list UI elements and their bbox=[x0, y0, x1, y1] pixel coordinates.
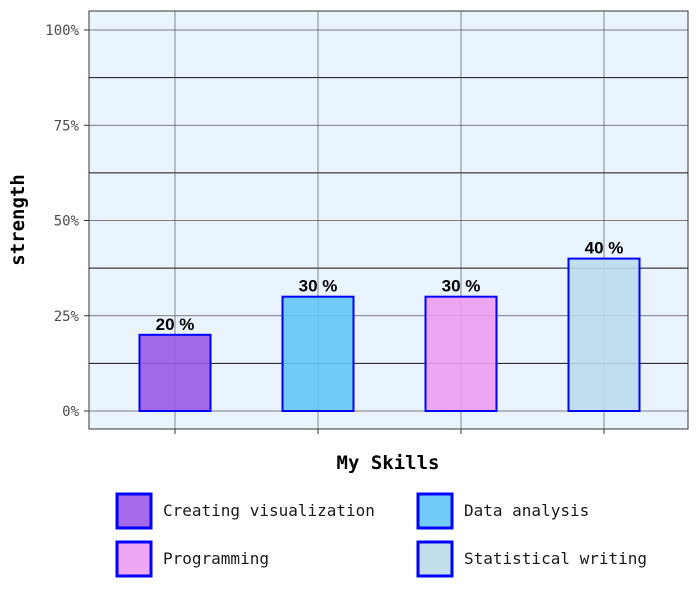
legend-key bbox=[416, 540, 454, 578]
y-tick-label: 75% bbox=[54, 118, 80, 134]
legend-key bbox=[115, 492, 153, 530]
y-tick-label: 0% bbox=[62, 404, 79, 420]
bar bbox=[281, 295, 355, 413]
x-axis-title: My Skills bbox=[337, 452, 440, 474]
y-tick-label: 50% bbox=[54, 214, 80, 230]
legend-key bbox=[115, 540, 153, 578]
data-label: 30 % bbox=[299, 277, 338, 296]
legend-label: Creating visualization bbox=[163, 501, 375, 520]
y-tick-label: 100% bbox=[45, 23, 79, 39]
legend-label: Statistical writing bbox=[464, 549, 647, 568]
data-labels: 20 % 30 % 30 % 40 % bbox=[156, 239, 624, 334]
legend-label: Programming bbox=[163, 549, 269, 568]
bar bbox=[138, 333, 212, 412]
bar bbox=[567, 257, 641, 412]
bars bbox=[138, 257, 641, 413]
legend: Creating visualization Data analysis Progr… bbox=[115, 492, 647, 578]
y-axis-title: strength bbox=[7, 174, 29, 266]
legend-label: Data analysis bbox=[464, 501, 589, 520]
y-tick-label: 25% bbox=[54, 309, 80, 325]
legend-key bbox=[416, 492, 454, 530]
data-label: 40 % bbox=[585, 239, 624, 258]
data-label: 30 % bbox=[442, 277, 481, 296]
data-label: 20 % bbox=[156, 315, 195, 334]
bar bbox=[424, 295, 498, 413]
y-axis: 0% 25% 50% 75% 100% bbox=[45, 23, 89, 420]
x-axis bbox=[174, 429, 605, 434]
